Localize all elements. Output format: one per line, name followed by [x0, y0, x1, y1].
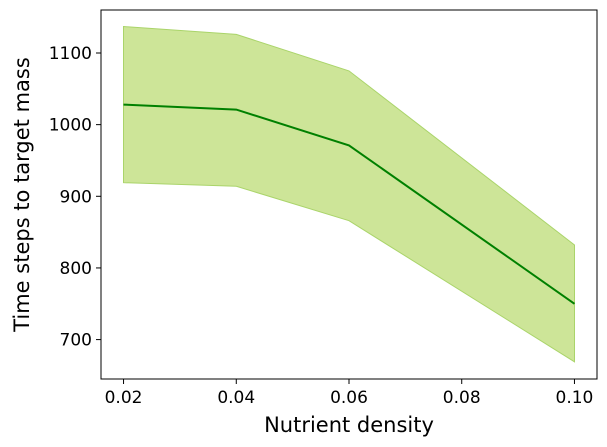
y-tick-label: 800: [60, 259, 92, 279]
y-tick-label: 1100: [49, 44, 92, 64]
y-tick-label: 1000: [49, 116, 92, 136]
y-tick-label: 700: [60, 331, 92, 351]
x-axis-label: Nutrient density: [264, 413, 434, 437]
confidence-band: [123, 25, 575, 363]
x-tick-label: 0.08: [443, 388, 481, 408]
x-tick-label: 0.06: [330, 388, 368, 408]
x-axis: 0.02 0.04 0.06 0.08 0.10: [105, 379, 594, 408]
y-axis: 700 800 900 1000 1100: [49, 44, 101, 351]
x-tick-label: 0.02: [105, 388, 143, 408]
x-tick-label: 0.10: [556, 388, 594, 408]
plot-area: [123, 25, 576, 363]
y-tick-label: 900: [60, 187, 92, 207]
x-tick-label: 0.04: [217, 388, 255, 408]
y-axis-label: Time steps to target mass: [10, 57, 34, 333]
mean-line: [123, 103, 576, 305]
